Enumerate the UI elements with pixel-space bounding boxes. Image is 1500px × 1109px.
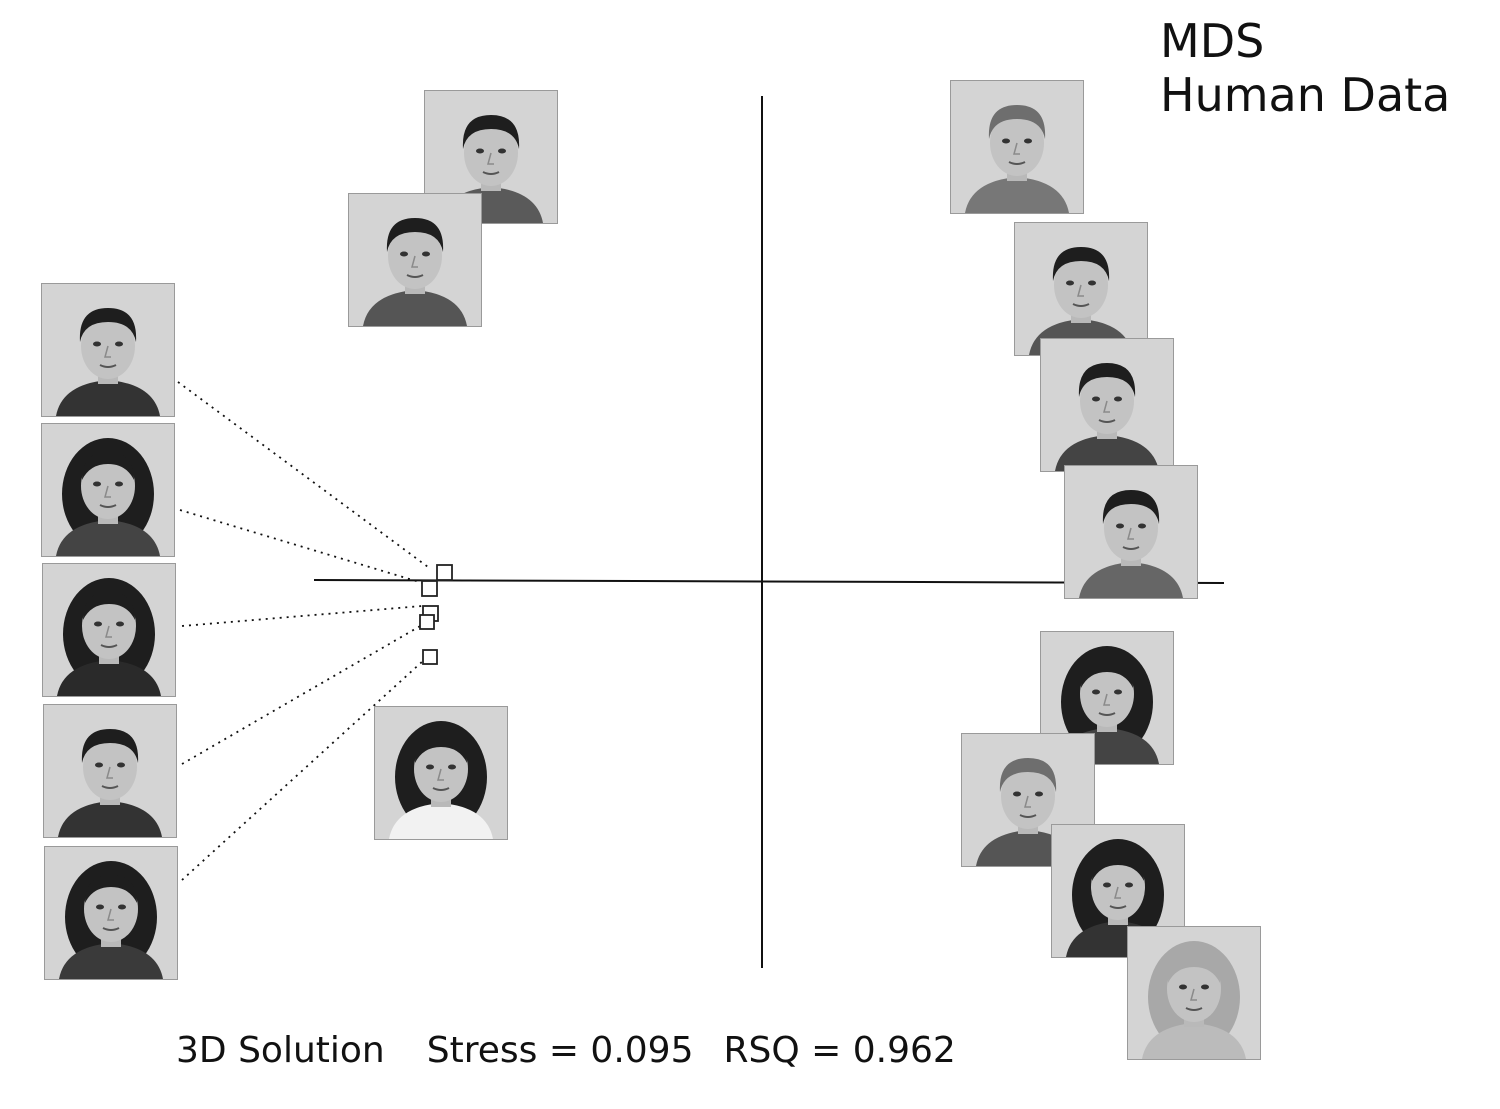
portrait-image [45,847,177,979]
title-line-2: Human Data [1160,68,1451,122]
face-photo [43,704,177,838]
solution-label: 3D Solution [176,1030,385,1071]
data-point-marker [419,614,435,630]
data-point-marker [436,564,453,581]
stress-value: Stress = 0.095 [426,1030,694,1071]
portrait-image [375,707,507,839]
face-photo [1051,824,1185,958]
face-photo [348,193,482,327]
leader-line [179,509,427,585]
face-photo [1064,465,1198,599]
title-line-1: MDS [1160,14,1265,68]
portrait-image [349,194,481,326]
portrait-image [1041,339,1173,471]
rsq-value: RSQ = 0.962 [723,1030,956,1071]
data-point-marker [422,649,438,665]
leader-line [181,605,423,627]
portrait-image [42,284,174,416]
figure-caption: 3D Solution Stress = 0.095 RSQ = 0.962 [176,1030,956,1071]
portrait-image [962,734,1094,866]
portrait-image [44,705,176,837]
face-photo [1040,338,1174,472]
face-photo [44,846,178,980]
portrait-image [951,81,1083,213]
portrait-image [43,564,175,696]
leader-line [181,624,423,765]
portrait-image [42,424,174,556]
face-photo [1014,222,1148,356]
face-photo [42,563,176,697]
data-point-marker [421,580,438,597]
portrait-image [1052,825,1184,957]
portrait-image [1065,466,1197,598]
face-photo [41,423,175,557]
face-photo [950,80,1084,214]
face-photo [41,283,175,417]
face-photo [374,706,508,840]
portrait-image [1015,223,1147,355]
figure-title: MDS Human Data [1160,14,1450,122]
face-photo [1127,926,1261,1060]
face-photo [961,733,1095,867]
portrait-image [1128,927,1260,1059]
leader-line [177,381,429,568]
